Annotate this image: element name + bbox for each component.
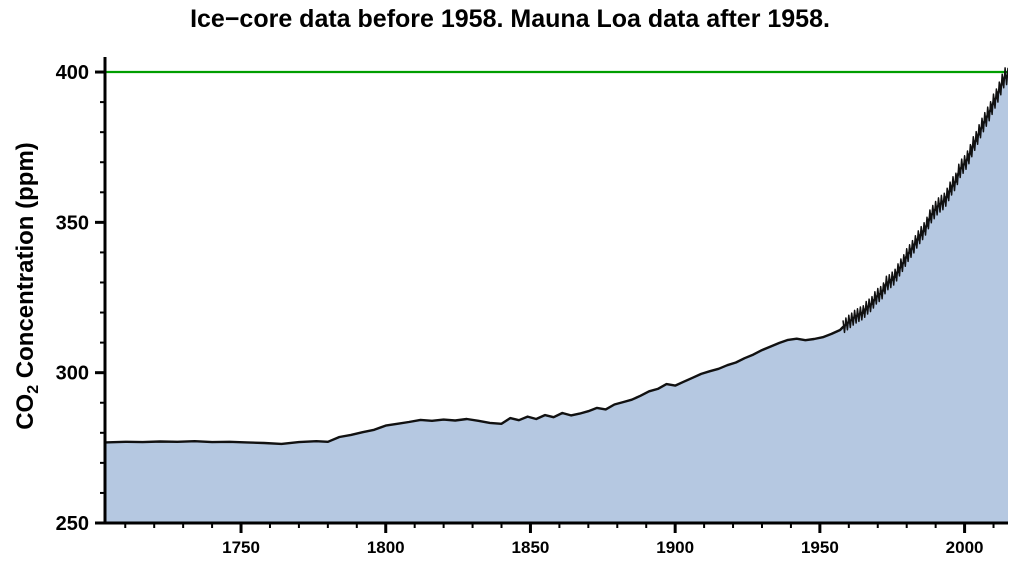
x-tick-label: 1750 [222, 538, 260, 557]
x-axis: 1750 1800 1850 1900 1950 2000 [103, 521, 1008, 557]
area-fill [105, 76, 1008, 523]
y-tick-label: 250 [56, 513, 89, 535]
y-tick-label: 300 [56, 363, 89, 385]
x-tick-label: 1800 [367, 538, 405, 557]
x-tick-label: 2000 [946, 538, 984, 557]
y-axis: 250 300 350 400 [56, 57, 107, 535]
x-tick-label: 1900 [656, 538, 694, 557]
x-tick-label: 1950 [801, 538, 839, 557]
y-tick-label: 400 [56, 62, 89, 84]
y-tick-label: 350 [56, 212, 89, 234]
x-tick-label: 1850 [512, 538, 550, 557]
chart-title: Ice−core data before 1958. Mauna Loa dat… [190, 5, 830, 33]
seasonal-band [842, 67, 1008, 334]
